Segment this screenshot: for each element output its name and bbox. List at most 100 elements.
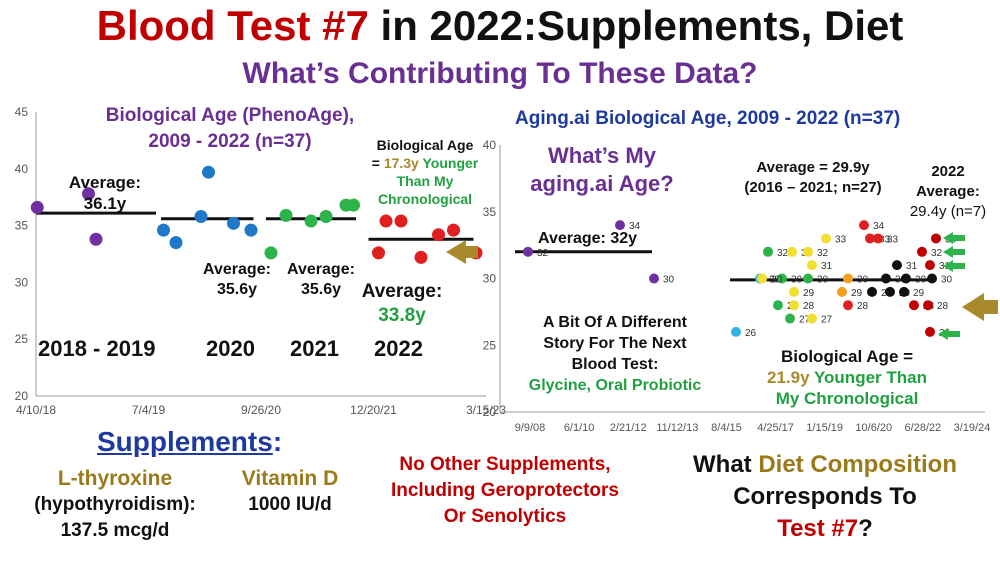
diet-line1: What Diet Composition — [655, 449, 995, 481]
phenoage-data-point — [319, 210, 333, 224]
period-label-2022: 2022 — [374, 336, 423, 361]
avg4-label-a: Average: — [361, 281, 443, 302]
lthyroxine-name: L-thyroxine — [57, 467, 173, 490]
phenoage-data-point — [432, 228, 445, 242]
agingai-data-point — [899, 286, 909, 297]
title-year: in 2022: — [368, 2, 537, 49]
story-line1: A Bit Of A Different — [543, 314, 687, 331]
supplements-colon: : — [272, 426, 283, 457]
agingai-early-average: Average: 32y — [538, 230, 638, 247]
agingai-data-point — [789, 286, 799, 297]
title-test-number: Blood Test #7 — [96, 2, 369, 49]
agingai-data-point — [881, 273, 891, 284]
phenoage-data-point — [82, 187, 95, 201]
story-line4: Glycine, Oral Probiotic — [528, 377, 702, 394]
phenoage-y-tick-label: 35 — [15, 219, 29, 233]
agingai-data-point — [789, 300, 799, 311]
phenoage-data-point — [89, 232, 103, 246]
diet-qmark: ? — [858, 515, 873, 542]
avg3-label-a: Average: — [287, 261, 355, 278]
vitamin-d-name: Vitamin D — [241, 467, 339, 490]
avg2-label-a: Average: — [203, 261, 271, 278]
phenoage-x-tick-label: 9/26/20 — [241, 403, 281, 417]
avg4-label: Average: 33.8y — [352, 280, 452, 328]
agingai-data-label: 27 — [799, 315, 811, 326]
agingai-data-label: 32 — [537, 248, 549, 259]
page-title: Blood Test #7 in 2022:Supplements, Diet — [0, 2, 1000, 50]
agingai-data-point — [785, 313, 795, 324]
phenoage-x-tick-label: 7/4/19 — [132, 403, 166, 417]
agingai-data-label: 33 — [879, 234, 891, 245]
agingai-data-point — [803, 246, 813, 257]
phenoage-title-line1: Biological Age (PhenoAge), — [105, 105, 355, 126]
agingai-data-label: 29 — [913, 288, 925, 299]
agingai-data-point — [649, 273, 659, 284]
diet-what: What — [693, 451, 759, 478]
lthyroxine-dose: 137.5 mcg/d — [60, 520, 170, 541]
vitamin-d-block: Vitamin D 1000 IU/d — [225, 466, 355, 518]
vitamin-d-dose: 1000 IU/d — [248, 494, 332, 515]
agingai-data-point — [843, 300, 853, 311]
agingai-data-label: 28 — [937, 301, 949, 312]
agingai-x-tick-label: 9/9/08 — [515, 422, 546, 434]
agingai-data-point — [859, 220, 869, 231]
phenoage-data-point — [279, 208, 293, 222]
agingai-data-label: 30 — [895, 275, 907, 286]
avg3-label: Average: 35.6y — [276, 260, 366, 300]
agingai-data-label: 29 — [851, 288, 863, 299]
agingai-data-label: 30 — [817, 275, 829, 286]
agingai-data-point — [901, 273, 911, 284]
phenoage-data-point — [372, 246, 385, 260]
phenoage-data-point — [304, 214, 318, 228]
phenoage-highlight-arrow — [446, 240, 478, 264]
phenoage-data-point — [347, 198, 360, 212]
agingai-data-label: 30 — [791, 275, 803, 286]
agingai-data-point — [865, 233, 875, 244]
agingai-data-point — [615, 220, 625, 231]
agingai-y-tick-label: 25 — [483, 338, 497, 352]
agingai-data-point — [807, 313, 817, 324]
diet-question: What Diet Composition Corresponds To Tes… — [655, 449, 995, 545]
agingai-x-tick-label: 6/1/10 — [564, 422, 595, 434]
phenoage-y-ticks: 20 25 30 35 40 45 — [15, 105, 29, 403]
agingai-2022-average: 2022 Average: 29.4y (n=7) — [898, 162, 998, 222]
diet-composition: Diet Composition — [758, 451, 957, 478]
agingai-x-tick-label: 8/4/15 — [711, 422, 742, 434]
agingai-data-point — [927, 273, 937, 284]
story-line3: Blood Test: — [571, 356, 659, 373]
agingai-data-label: 33 — [835, 234, 847, 245]
period-label-2018-2019: 2018 - 2019 — [38, 336, 156, 361]
agingai-x-tick-label: 3/19/24 — [954, 422, 991, 434]
avg-callout-line1: Average = 29.9y — [756, 159, 870, 176]
agingai-data-point — [917, 246, 927, 257]
agingai-x-tick-label: 10/6/20 — [855, 422, 892, 434]
agingai-data-label: 33 — [887, 234, 899, 245]
lthyroxine-block: L-thyroxine (hypothyroidism): 137.5 mcg/… — [10, 466, 220, 544]
agingai-x-tick-label: 4/25/17 — [757, 422, 794, 434]
agingai-data-point — [757, 273, 767, 284]
avg1-label: Average: 36.1y — [50, 172, 160, 214]
agingai-data-label: 32 — [777, 248, 789, 259]
agingai-x-tick-label: 11/12/13 — [656, 422, 698, 434]
agingai-data-label: 26 — [745, 328, 757, 339]
agingai-data-point — [843, 273, 853, 284]
agingai-bio-line3: My Chronological — [775, 389, 919, 408]
agingai-data-label: 34 — [629, 221, 641, 232]
agingai-data-point — [803, 273, 813, 284]
agingai-average-callout: Average = 29.9y (2016 – 2021; n=27) — [728, 158, 898, 198]
agingai-question: What’s My aging.ai Age? — [522, 142, 682, 198]
agingai-axes — [499, 145, 985, 413]
agingai-data-label: 34 — [873, 221, 885, 232]
agingai-y-tick-label: 20 — [483, 405, 497, 419]
agingai-data-point — [909, 300, 919, 311]
agingai-chart-title: Aging.ai Biological Age, 2009 - 2022 (n=… — [515, 108, 901, 129]
bio-callout-line4: Chronological — [377, 191, 473, 207]
no-other-line3: Or Senolytics — [443, 506, 567, 527]
diet-line2: Corresponds To — [733, 483, 917, 510]
avg3-label-b: 35.6y — [300, 281, 342, 298]
agingai-data-label: 30 — [769, 275, 781, 286]
phenoage-data-point — [244, 223, 258, 237]
avg2-label: Average: 35.6y — [192, 260, 282, 300]
phenoage-y-tick-label: 30 — [15, 275, 29, 289]
